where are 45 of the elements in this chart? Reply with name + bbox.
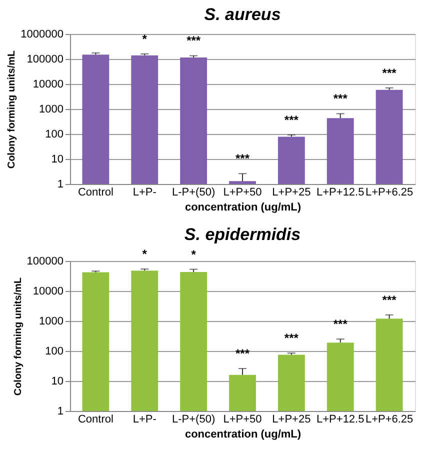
y-tick-label: 1 <box>57 178 64 190</box>
annotation: *** <box>333 92 348 106</box>
y-tick-label: 10 <box>51 154 64 166</box>
annotation: *** <box>382 292 397 307</box>
annotation: *** <box>186 34 201 48</box>
y-axis-title: Colony forming units/mL <box>6 50 18 169</box>
x-tick-label: L-P+(50) <box>172 186 216 198</box>
y-tick-label: 1000 <box>39 316 64 328</box>
text: * <box>191 247 196 262</box>
annotation: *** <box>382 66 397 80</box>
y-tick-label: 1000 <box>39 104 64 116</box>
y-axis-title: Colony forming units/mL <box>12 277 24 396</box>
annotation: * <box>142 32 148 46</box>
y-tick-label: 1 <box>57 406 64 418</box>
x-tick-label: L+P+12.5 <box>316 186 364 198</box>
x-tick-label: Control <box>78 186 114 198</box>
x-tick-label: Control <box>78 414 114 426</box>
y-tick-label: 10000 <box>32 78 64 90</box>
annotation: *** <box>284 112 299 127</box>
x-tick-label: L+P- <box>132 414 157 426</box>
x-tick-label: L+P+6.25 <box>365 414 414 426</box>
x-axis-title: concentration (ug/mL) <box>184 428 302 440</box>
annotation: *** <box>235 152 250 166</box>
x-tick-label: L-P+(50) <box>172 414 216 426</box>
y-tick-label: 100 <box>45 128 64 140</box>
y-tick-label: 100000 <box>26 256 64 268</box>
y-tick-label: 100000 <box>26 54 64 66</box>
y-tick-label: 100 <box>45 346 64 358</box>
y-tick-label: 10000 <box>32 286 64 298</box>
y-tick-label: 1000000 <box>20 28 64 40</box>
x-tick-label: L+P+25 <box>272 414 311 426</box>
x-tick-label: L+P+6.25 <box>365 186 414 198</box>
x-tick-label: L+P+50 <box>223 414 262 426</box>
annotation: *** <box>333 317 348 332</box>
x-tick-label: L+P+12.5 <box>316 414 364 426</box>
x-axis-title: concentration (ug/mL) <box>184 202 302 214</box>
y-tick-label: 10 <box>51 376 64 388</box>
chart-title: S. aureus <box>204 5 281 24</box>
x-tick-label: L+P+25 <box>272 186 311 198</box>
x-tick-label: L+P- <box>132 186 157 198</box>
annotation: *** <box>284 331 299 346</box>
text: * <box>142 247 148 262</box>
x-tick-label: L+P+50 <box>223 186 262 198</box>
chart-title: S. epidermidis <box>184 225 301 244</box>
annotation: *** <box>235 346 250 361</box>
